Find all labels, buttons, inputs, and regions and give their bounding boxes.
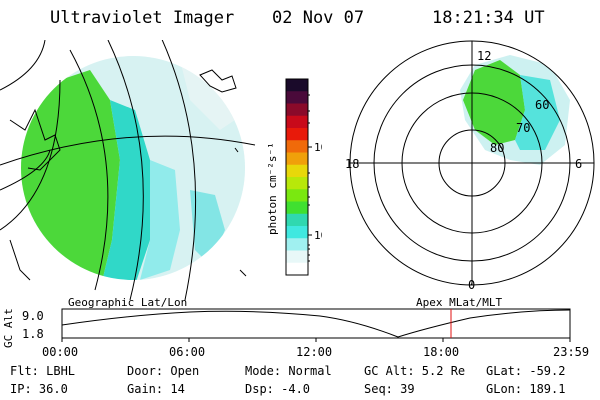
orbit-xtick-1200: 12:00 — [296, 345, 332, 359]
orbit-ytick-low: 1.8 — [22, 327, 44, 341]
gain-info: Gain: 14 — [127, 382, 185, 396]
colorbar-segment — [286, 177, 308, 190]
colorbar-gradient — [286, 79, 308, 276]
colorbar-segment — [286, 213, 308, 227]
colorbar-segment — [286, 201, 308, 215]
orbit-altitude-curve — [61, 309, 571, 338]
orbit-ylabel: GC Alt — [2, 308, 15, 348]
colorbar-segment — [286, 152, 308, 166]
lat-lon-grid — [0, 40, 256, 300]
orbit-altitude-plot: 9.0 1.8 GC Alt 00:00 06:00 12:00 18:00 2… — [2, 308, 589, 359]
colorbar-unit-label: photon cm⁻²s⁻¹ — [266, 142, 279, 235]
gc-alt-info: GC Alt: 5.2 Re — [364, 364, 466, 378]
colorbar-tick-10: 10 — [314, 229, 322, 242]
mode-info: Mode: Normal — [245, 364, 332, 378]
colorbar-segment — [286, 79, 308, 92]
door-info: Door: Open — [127, 364, 200, 378]
lat-label-70: 70 — [516, 121, 530, 135]
polar-grid — [349, 40, 595, 286]
orbit-plot-frame — [61, 308, 571, 339]
colorbar-segment — [286, 262, 308, 276]
glon-info: GLon: 189.1 — [486, 382, 566, 396]
geographic-image — [0, 40, 256, 300]
colorbar-segment — [286, 226, 308, 239]
time-label: 18:21:34 UT — [432, 8, 545, 28]
colorbar-segment — [286, 115, 308, 129]
colorbar-segment — [286, 103, 308, 117]
colorbar-segment — [286, 91, 308, 104]
colorbar-segment — [286, 250, 308, 264]
geographic-label: Geographic Lat/Lon — [68, 296, 188, 309]
dsp-info: Dsp: -4.0 — [245, 382, 311, 396]
lat-label-80: 80 — [490, 141, 504, 155]
orbit-xtick-2359: 23:59 — [553, 345, 589, 359]
orbit-xtick-0000: 00:00 — [42, 345, 78, 359]
lat-label-60: 60 — [535, 98, 549, 112]
glat-info: GLat: -59.2 — [486, 364, 566, 378]
aurora-bright-region — [21, 70, 120, 280]
aurora-mid-region — [100, 100, 150, 280]
colorbar: 100 10 photon cm⁻²s⁻¹ — [266, 78, 322, 276]
colorbar-segment — [286, 164, 308, 178]
polar-aurora-bright — [463, 60, 525, 145]
colorbar-segment — [286, 128, 308, 141]
orbit-xtick-1800: 18:00 — [423, 345, 459, 359]
filter-info: Flt: LBHL — [10, 364, 76, 378]
colorbar-segment — [286, 189, 308, 202]
mlt-label-12: 12 — [477, 49, 491, 63]
polar-label: Apex MLat/MLT — [416, 296, 503, 309]
date-label: 02 Nov 07 — [272, 8, 365, 28]
orbit-xtick-0600: 06:00 — [169, 345, 205, 359]
mlt-label-0: 0 — [468, 278, 475, 292]
colorbar-tick-100: 100 — [314, 141, 322, 154]
orbit-ytick-high: 9.0 — [22, 309, 44, 323]
polar-plot: 12 18 6 0 60 70 80 — [345, 40, 595, 292]
ip-info: IP: 36.0 — [10, 382, 68, 396]
mlt-label-6: 6 — [575, 157, 582, 171]
coastlines — [9, 69, 247, 281]
colorbar-segment — [286, 238, 308, 251]
seq-info: Seq: 39 — [364, 382, 415, 396]
instrument-title: Ultraviolet Imager — [50, 8, 235, 28]
colorbar-segment — [286, 140, 308, 153]
mlt-label-18: 18 — [345, 157, 359, 171]
